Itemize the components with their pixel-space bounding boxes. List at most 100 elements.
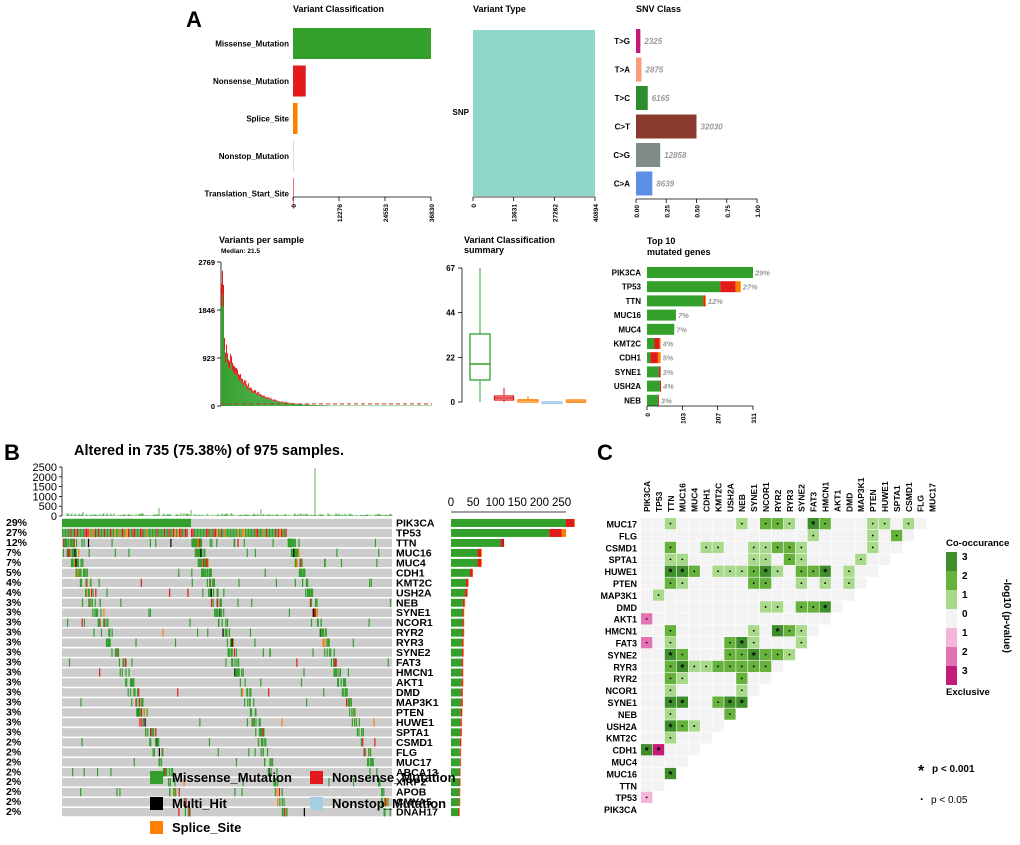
- top10-bar-segment: [647, 267, 753, 278]
- si-cell-bg: [748, 601, 760, 613]
- si-cell-bg: [843, 553, 855, 565]
- onco-bar-nonsense: [460, 728, 462, 737]
- si-cell-bg: [641, 696, 653, 708]
- onco-mutation-cell: [247, 688, 249, 697]
- onco-mutation-cell: [206, 568, 209, 578]
- onco-gene-label: MUC16: [396, 547, 432, 559]
- si-col-label: FAT3: [809, 492, 819, 512]
- onco-mutation-cell: [330, 648, 332, 657]
- onco-mutation-cell: [209, 528, 211, 538]
- onco-mutation-cell: [360, 738, 362, 747]
- onco-mutation-cell: [125, 528, 127, 538]
- top10-pct-label: 4%: [662, 382, 674, 391]
- onco-row-bg: [62, 568, 392, 578]
- si-cell: [664, 720, 677, 732]
- onco-mutation-cell: [169, 787, 171, 797]
- si-dot-mark: [871, 534, 874, 537]
- onco-mutation-cell: [305, 588, 307, 597]
- vps-bar-missense: [295, 404, 297, 406]
- onco-mutation-cell: [267, 768, 269, 777]
- si-dot-mark: [800, 606, 803, 608]
- onco-mutation-cell: [82, 558, 84, 568]
- onco-mutation-cell: [86, 578, 88, 587]
- onco-mutation-cell: [249, 698, 251, 707]
- onco-mutation-cell: [387, 797, 389, 807]
- tmb-tick-label: 2500: [33, 462, 57, 474]
- onco-mutation-cell: [182, 528, 184, 538]
- top10-pct-label: 7%: [678, 311, 689, 320]
- tmb-tick-label: 1000: [33, 491, 57, 503]
- onco-pct-label: 2%: [6, 806, 22, 818]
- vps-bar-nonsense: [242, 379, 244, 384]
- onco-mutation-cell: [85, 588, 87, 597]
- onco-mutation-cell: [270, 528, 272, 538]
- onco-mutation-cell: [83, 768, 85, 777]
- onco-mutation-cell: [316, 608, 318, 617]
- onco-bar-nonsense: [461, 688, 463, 697]
- onco-mutation-cell: [369, 578, 371, 587]
- si-cell-bg: [700, 601, 712, 613]
- onco-mutation-cell: [91, 598, 94, 607]
- onco-mutation-cell: [376, 768, 378, 777]
- onco-mutation-cell: [77, 558, 79, 568]
- vps-bar-nonsense: [276, 400, 278, 402]
- si-legend-dot-text: p < 0.05: [931, 795, 968, 806]
- vps-bar-missense: [233, 372, 235, 406]
- vps-bar-nonsense: [228, 359, 230, 368]
- onco-pct-label: 3%: [6, 597, 22, 609]
- onco-mutation-cell: [358, 718, 360, 727]
- onco-mutation-cell: [367, 758, 369, 767]
- si-cell-bg: [890, 518, 903, 530]
- si-cell: [664, 767, 677, 780]
- onco-mutation-cell: [105, 528, 107, 538]
- si-cell-bg: [652, 684, 665, 696]
- si-cell-bg: [771, 553, 784, 565]
- onco-mutation-cell: [378, 548, 380, 558]
- onco-mutation-cell: [303, 668, 305, 677]
- si-cell-bg: [724, 577, 736, 589]
- onco-mutation-cell: [264, 758, 266, 767]
- vps-bar-missense: [287, 403, 289, 406]
- onco-gene-label: PTEN: [396, 707, 424, 719]
- onco-mutation-cell: [212, 598, 214, 607]
- vps-bar-missense: [225, 362, 227, 406]
- top10-gene-label: MUC16: [614, 311, 642, 320]
- onco-pct-label: 7%: [6, 557, 22, 569]
- si-cell-bg: [641, 589, 653, 601]
- snv-count-label: 2325: [643, 37, 662, 46]
- si-cell-bg: [676, 637, 688, 649]
- onco-row-bg: [62, 648, 392, 657]
- si-cell-bg: [700, 577, 712, 589]
- si-cell-bg: [688, 696, 700, 708]
- top10-tick-label: 0: [645, 413, 652, 417]
- si-dot-mark: [705, 665, 708, 668]
- si-cell-bg: [831, 589, 843, 601]
- onco-mutation-cell: [309, 598, 312, 607]
- si-col-label: CSMD1: [904, 482, 914, 512]
- onco-mutation-cell: [189, 807, 191, 817]
- si-cell-bg: [676, 589, 688, 601]
- vps-bar-nonsense: [272, 399, 274, 401]
- onco-mutation-cell: [125, 658, 127, 667]
- si-dot-mark: [669, 641, 672, 644]
- si-dot-mark: [729, 570, 731, 573]
- si-cell-bg: [807, 613, 819, 625]
- vps-bar-missense: [246, 388, 248, 406]
- vcs-tick-label: 22: [446, 353, 455, 362]
- top10-pct-label: 3%: [661, 396, 672, 405]
- onco-mutation-cell: [273, 778, 275, 787]
- vps-bar-nonsense: [251, 388, 253, 392]
- onco-mutation-cell: [356, 728, 359, 737]
- onco-mutation-cell: [138, 698, 140, 707]
- si-col-label: TP53: [654, 491, 664, 512]
- si-row-label: SPTA1: [609, 555, 637, 565]
- onco-mutation-cell: [275, 528, 277, 538]
- top10-gene-label: CDH1: [619, 354, 641, 363]
- snv-bar: [636, 86, 648, 110]
- onco-mutation-cell: [191, 538, 193, 548]
- onco-row-bg: [62, 578, 392, 587]
- si-cell-bg: [867, 553, 879, 565]
- onco-mutation-cell: [234, 528, 236, 538]
- onco-mutation-cell: [153, 528, 155, 538]
- si-col-label: RYR3: [785, 489, 795, 512]
